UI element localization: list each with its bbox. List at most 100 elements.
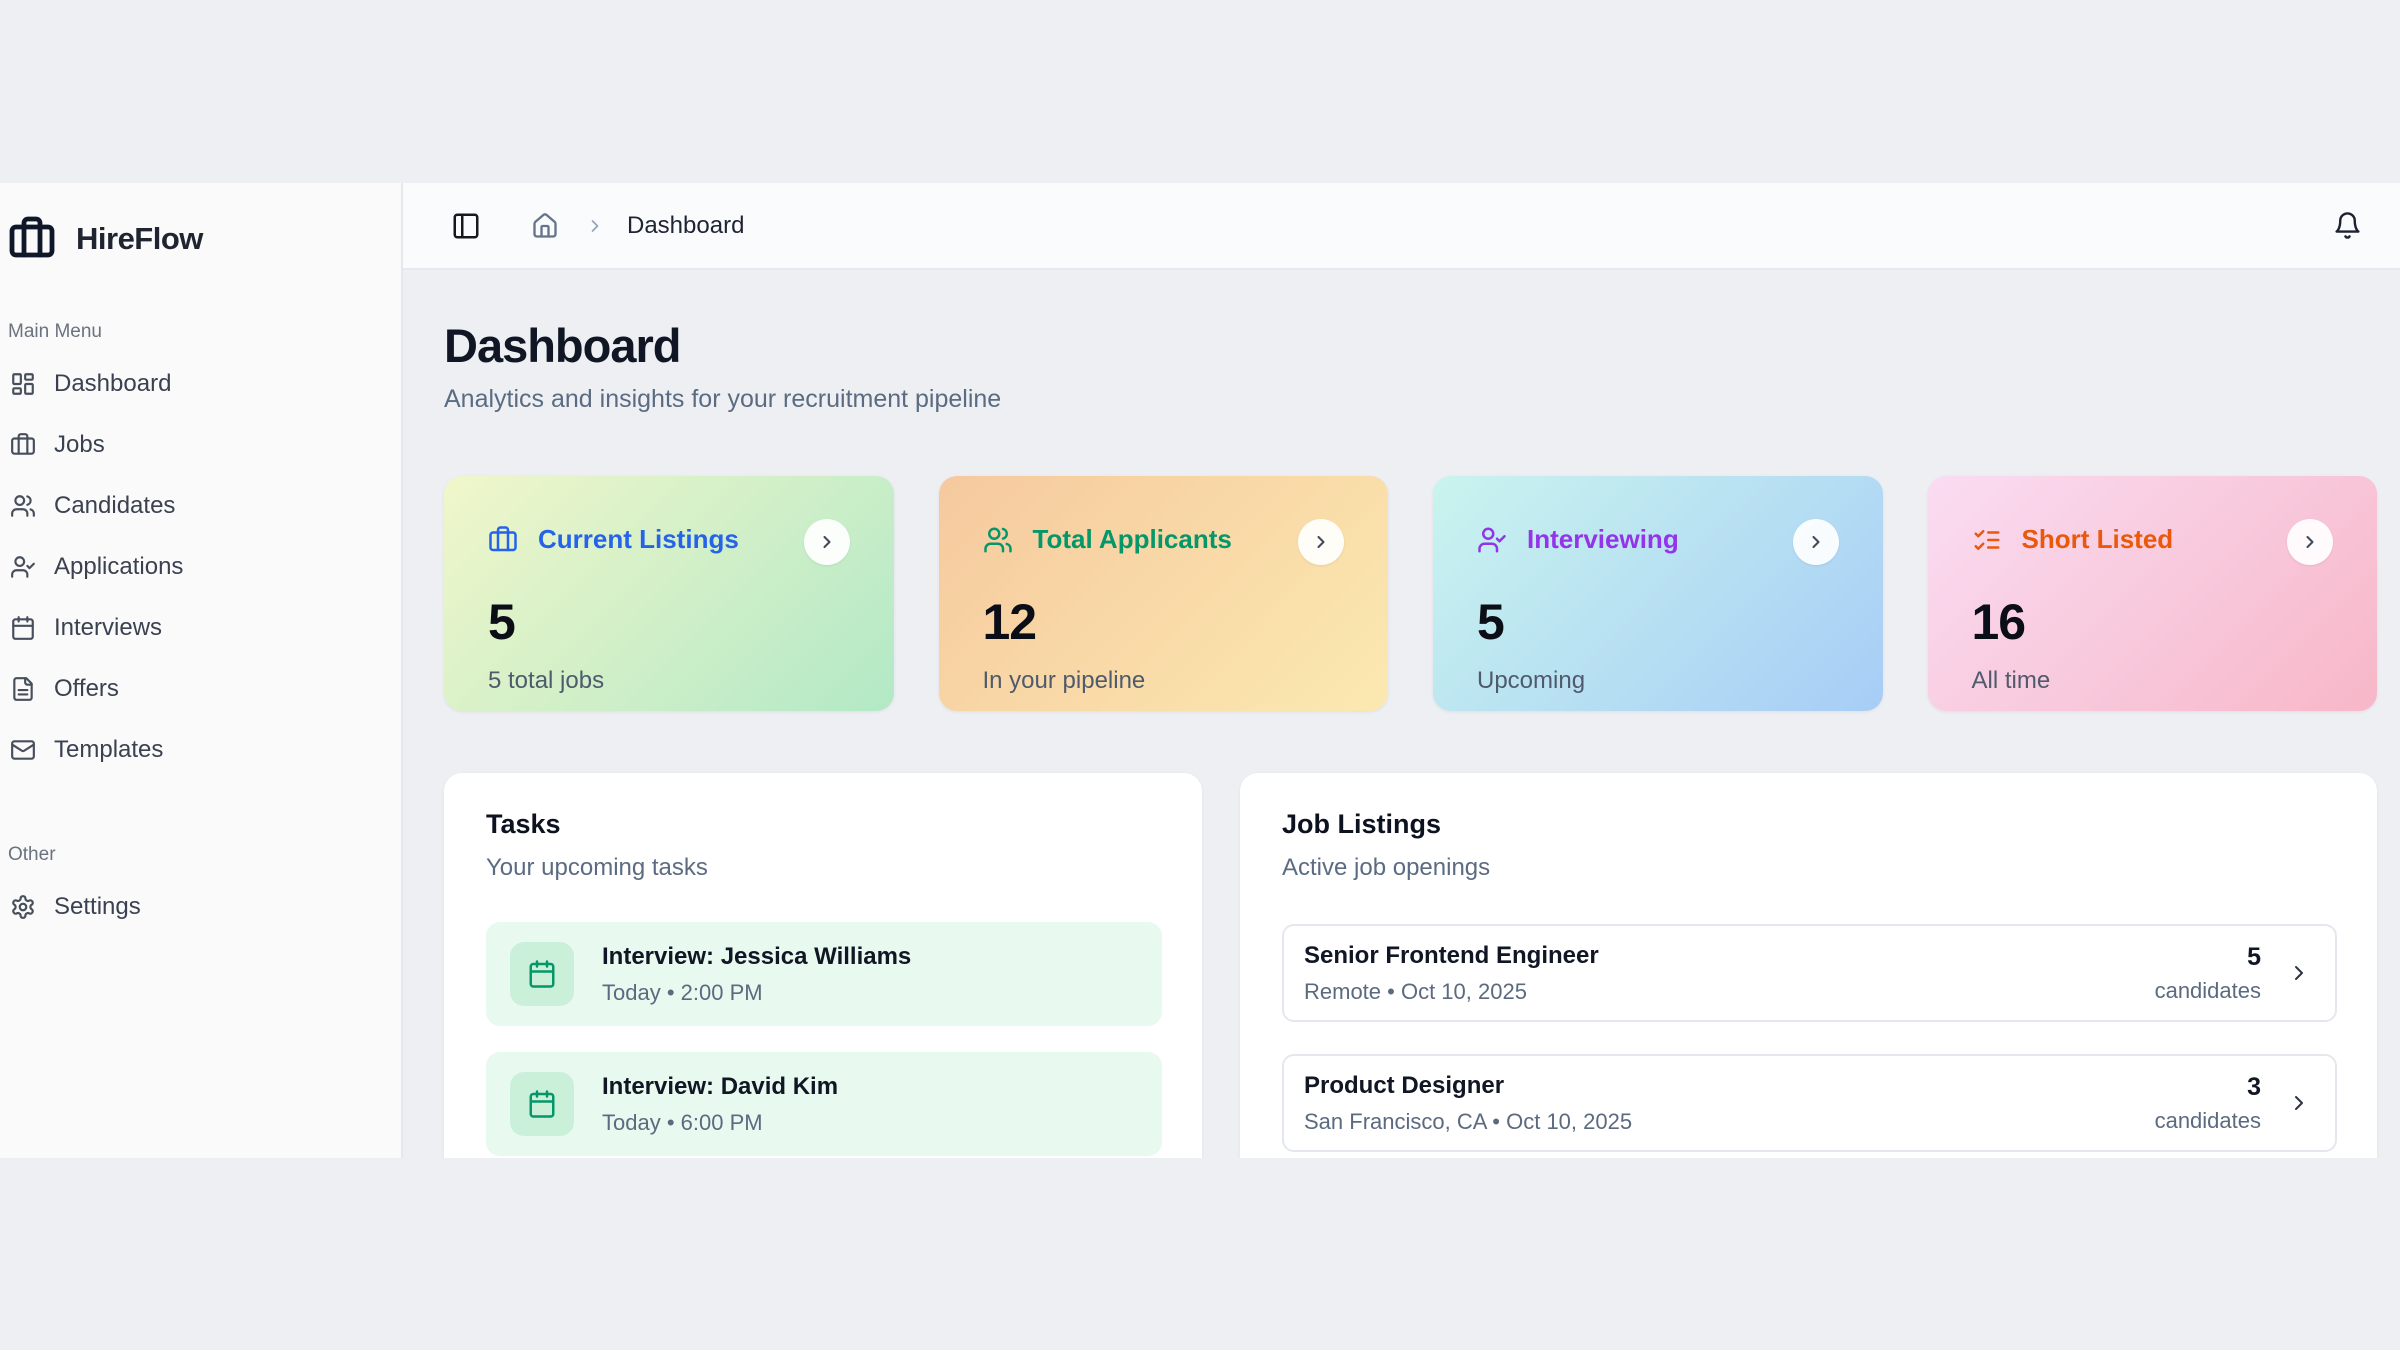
briefcase-logo-icon (8, 215, 56, 263)
stat-card-interviewing[interactable]: Interviewing 5 Upcoming (1433, 476, 1883, 711)
sidebar-item-templates[interactable]: Templates (6, 719, 387, 780)
page-content: Dashboard Analytics and insights for you… (403, 270, 2400, 1158)
task-time: Today • 2:00 PM (602, 979, 763, 1005)
calendar-icon (527, 959, 557, 989)
job-list: Senior Frontend Engineer Remote • Oct 10… (1282, 924, 2337, 1152)
tasks-title: Tasks (486, 809, 561, 839)
sidebar-item-label: Dashboard (54, 369, 172, 397)
notifications-button[interactable] (2329, 207, 2366, 244)
briefcase-icon (10, 432, 36, 458)
chevron-right-icon (585, 216, 605, 236)
user-check-icon (10, 554, 36, 580)
sidebar-section-main-menu: Main Menu (8, 321, 102, 342)
stat-arrow-button[interactable] (803, 519, 850, 565)
sidebar-item-jobs[interactable]: Jobs (6, 414, 387, 475)
chevron-right-icon (2300, 532, 2320, 552)
sidebar-item-dashboard[interactable]: Dashboard (6, 353, 387, 414)
stats-row: Current Listings 5 5 total jobs Total Ap… (444, 476, 2377, 711)
job-meta: Remote • Oct 10, 2025 (1304, 978, 1527, 1004)
chevron-right-icon (2287, 961, 2311, 985)
job-meta: San Francisco, CA • Oct 10, 2025 (1304, 1108, 1633, 1134)
task-icon-box (510, 942, 574, 1006)
bell-icon (2333, 211, 2362, 240)
users-icon (10, 493, 36, 519)
sidebar: HireFlow Main Menu Dashboard Jobs Candid… (0, 183, 403, 1158)
stat-value: 12 (982, 594, 1038, 650)
breadcrumb: Dashboard (509, 208, 744, 244)
app-name: HireFlow (76, 221, 203, 256)
sidebar-item-label: Applications (54, 552, 184, 580)
sidebar-section-other: Other (8, 844, 56, 865)
sidebar-item-label: Jobs (54, 430, 105, 458)
app-window: HireFlow Main Menu Dashboard Jobs Candid… (0, 183, 2400, 1158)
job-row[interactable]: Product Designer San Francisco, CA • Oct… (1282, 1054, 2337, 1152)
users-icon (983, 525, 1013, 555)
sidebar-item-settings[interactable]: Settings (6, 876, 387, 937)
mail-icon (10, 737, 36, 763)
stat-value: 5 (488, 594, 516, 650)
tasks-subtitle: Your upcoming tasks (486, 854, 708, 881)
breadcrumb-current: Dashboard (627, 211, 745, 239)
stat-card-short-listed[interactable]: Short Listed 16 All time (1927, 476, 2377, 711)
stat-card-current-listings[interactable]: Current Listings 5 5 total jobs (444, 476, 894, 711)
sidebar-item-interviews[interactable]: Interviews (6, 597, 387, 658)
stat-label: Interviewing (1527, 524, 1679, 554)
job-listings-panel: Job Listings Active job openings Senior … (1240, 773, 2377, 1158)
task-icon-box (510, 1072, 574, 1136)
job-candidate-count: 5 (2247, 942, 2261, 971)
layout-dashboard-icon (10, 371, 36, 397)
stat-caption: In your pipeline (982, 667, 1146, 694)
gear-icon (10, 894, 36, 920)
task-title: Interview: Jessica Williams (602, 942, 912, 970)
user-check-icon (1477, 525, 1507, 555)
job-listings-title: Job Listings (1282, 809, 1442, 839)
stat-arrow-button[interactable] (1792, 519, 1839, 565)
sidebar-item-offers[interactable]: Offers (6, 658, 387, 719)
calendar-icon (10, 615, 36, 641)
tasks-panel: Tasks Your upcoming tasks Interview: Jes… (444, 773, 1202, 1158)
job-title: Senior Frontend Engineer (1304, 941, 1599, 969)
job-candidate-count: 3 (2247, 1072, 2261, 1101)
job-row[interactable]: Senior Frontend Engineer Remote • Oct 10… (1282, 924, 2337, 1022)
main-area: Dashboard Dashboard Analytics and insigh… (403, 183, 2400, 1158)
task-time: Today • 6:00 PM (602, 1109, 763, 1135)
briefcase-icon (488, 525, 518, 555)
stat-arrow-button[interactable] (2287, 519, 2333, 565)
chevron-right-icon (2287, 1091, 2311, 1115)
chevron-right-icon (817, 532, 837, 552)
task-item[interactable]: Interview: David Kim Today • 6:00 PM (486, 1052, 1162, 1156)
file-text-icon (10, 676, 36, 702)
stat-label: Current Listings (538, 524, 739, 554)
sidebar-item-candidates[interactable]: Candidates (6, 475, 387, 536)
sidebar-item-label: Templates (54, 735, 164, 763)
sidebar-item-applications[interactable]: Applications (6, 536, 387, 597)
calendar-icon (527, 1089, 557, 1119)
panel-left-icon (451, 211, 481, 241)
sidebar-item-label: Interviews (54, 613, 163, 641)
job-candidate-label: candidates (2154, 977, 2261, 1003)
task-item[interactable]: Interview: Jessica Williams Today • 2:00… (486, 922, 1162, 1026)
job-title: Product Designer (1304, 1071, 1505, 1099)
stat-label: Short Listed (2021, 524, 2174, 554)
page-title: Dashboard (444, 319, 682, 372)
stat-caption: 5 total jobs (488, 667, 605, 694)
stat-caption: All time (1971, 667, 2051, 694)
stat-arrow-button[interactable] (1298, 519, 1344, 565)
app-logo: HireFlow (6, 211, 387, 263)
job-listings-subtitle: Active job openings (1282, 854, 1491, 881)
sidebar-toggle-button[interactable] (447, 207, 485, 245)
stat-card-total-applicants[interactable]: Total Applicants 12 In your pipeline (938, 476, 1388, 711)
list-checks-icon (1972, 525, 2002, 555)
sidebar-item-label: Candidates (54, 491, 176, 519)
topbar: Dashboard (403, 183, 2400, 270)
sidebar-item-label: Settings (54, 892, 141, 920)
task-list: Interview: Jessica Williams Today • 2:00… (486, 922, 1162, 1156)
job-candidate-label: candidates (2154, 1107, 2261, 1133)
stat-value: 5 (1477, 594, 1505, 650)
stat-caption: Upcoming (1477, 667, 1586, 694)
chevron-right-icon (1806, 532, 1826, 552)
page-subtitle: Analytics and insights for your recruitm… (444, 385, 1002, 413)
chevron-right-icon (1311, 532, 1331, 552)
stat-value: 16 (1971, 594, 2027, 650)
home-icon[interactable] (527, 208, 563, 244)
